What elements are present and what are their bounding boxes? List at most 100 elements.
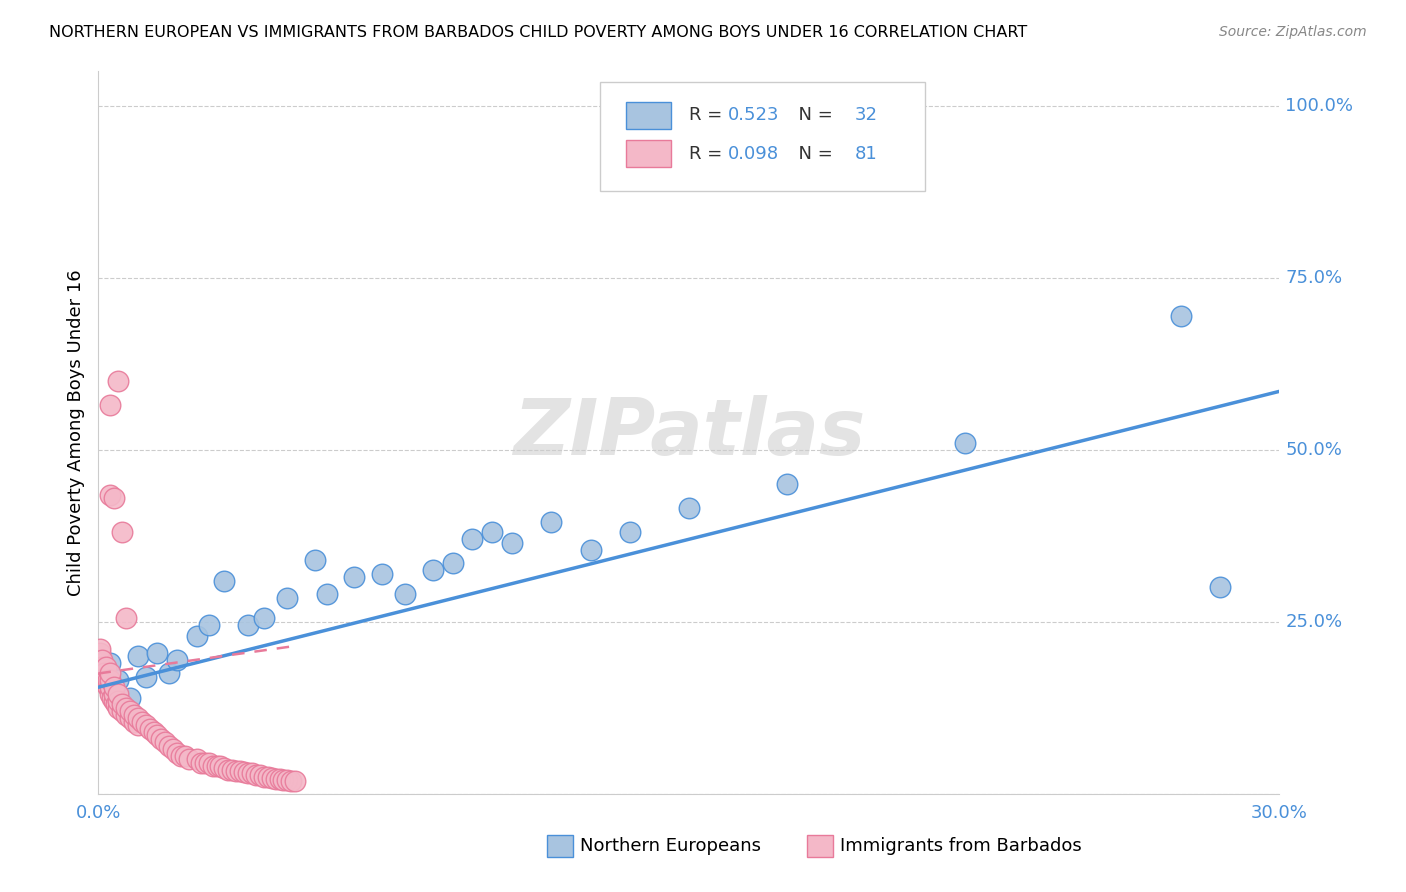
Point xyxy=(540,515,562,529)
Point xyxy=(150,731,173,746)
Bar xyxy=(626,102,671,129)
Point xyxy=(253,611,276,625)
Point xyxy=(155,735,177,749)
Point xyxy=(98,680,121,694)
Point xyxy=(501,535,523,549)
Point xyxy=(284,774,307,789)
Point xyxy=(776,477,799,491)
Point xyxy=(217,763,239,777)
Point xyxy=(422,563,444,577)
Text: 0.098: 0.098 xyxy=(728,145,779,162)
Point xyxy=(214,574,236,588)
Point xyxy=(190,756,212,770)
Point xyxy=(118,704,141,718)
Point xyxy=(236,618,259,632)
Text: NORTHERN EUROPEAN VS IMMIGRANTS FROM BARBADOS CHILD POVERTY AMONG BOYS UNDER 16 : NORTHERN EUROPEAN VS IMMIGRANTS FROM BAR… xyxy=(49,25,1028,40)
Point xyxy=(115,701,138,715)
Point xyxy=(276,773,298,788)
Bar xyxy=(547,835,574,856)
Point xyxy=(135,670,157,684)
Point xyxy=(157,666,180,681)
Text: Source: ZipAtlas.com: Source: ZipAtlas.com xyxy=(1219,25,1367,39)
Point xyxy=(371,566,394,581)
Text: ZIPatlas: ZIPatlas xyxy=(513,394,865,471)
Point xyxy=(157,739,180,753)
Point xyxy=(103,694,125,708)
Point xyxy=(579,542,602,557)
Point xyxy=(441,557,464,571)
Point xyxy=(162,742,184,756)
Text: 100.0%: 100.0% xyxy=(1285,96,1354,115)
Point xyxy=(91,653,114,667)
Point xyxy=(107,701,129,715)
Point xyxy=(197,756,219,770)
Point xyxy=(105,698,128,712)
Point xyxy=(103,680,125,694)
Point xyxy=(118,711,141,725)
Point xyxy=(166,746,188,760)
Point xyxy=(221,763,243,777)
Point xyxy=(953,436,976,450)
Point xyxy=(115,611,138,625)
Text: R =: R = xyxy=(689,106,728,124)
Point xyxy=(98,487,121,501)
Point xyxy=(461,533,484,547)
Point xyxy=(111,525,134,540)
Point xyxy=(96,670,118,684)
Point xyxy=(343,570,366,584)
Point xyxy=(205,759,228,773)
Point xyxy=(98,673,121,688)
Point xyxy=(111,704,134,718)
Point xyxy=(98,666,121,681)
Point xyxy=(253,770,276,784)
Point xyxy=(194,756,217,770)
Point xyxy=(678,501,700,516)
Point xyxy=(93,666,115,681)
Point xyxy=(96,659,118,673)
Point xyxy=(186,629,208,643)
Point xyxy=(107,374,129,388)
Point xyxy=(233,764,256,779)
Point xyxy=(96,677,118,691)
Point xyxy=(91,666,114,681)
Text: 32: 32 xyxy=(855,106,877,124)
Point xyxy=(122,714,145,729)
Point xyxy=(103,491,125,505)
Point xyxy=(249,767,271,781)
Point xyxy=(101,690,124,705)
Point xyxy=(98,687,121,701)
Point xyxy=(166,653,188,667)
Point xyxy=(127,718,149,732)
Point xyxy=(146,646,169,660)
Point xyxy=(197,618,219,632)
Point xyxy=(98,656,121,670)
Point xyxy=(122,707,145,722)
Text: Northern Europeans: Northern Europeans xyxy=(581,837,761,855)
Point xyxy=(276,591,298,605)
Point xyxy=(97,680,120,694)
Point xyxy=(264,772,287,786)
Point xyxy=(225,764,247,779)
Point xyxy=(304,553,326,567)
Point xyxy=(201,759,224,773)
Point xyxy=(127,649,149,664)
Point xyxy=(89,646,111,660)
Text: 81: 81 xyxy=(855,145,877,162)
Point xyxy=(111,698,134,712)
Text: N =: N = xyxy=(787,145,838,162)
Point xyxy=(1209,581,1232,595)
Point xyxy=(214,761,236,775)
Bar xyxy=(807,835,832,856)
Y-axis label: Child Poverty Among Boys Under 16: Child Poverty Among Boys Under 16 xyxy=(66,269,84,596)
Point xyxy=(240,766,263,780)
Point xyxy=(177,752,200,766)
Text: 0.523: 0.523 xyxy=(728,106,779,124)
Point xyxy=(115,707,138,722)
Text: R =: R = xyxy=(689,145,728,162)
Point xyxy=(107,687,129,701)
Point xyxy=(174,749,197,764)
Point xyxy=(127,711,149,725)
FancyBboxPatch shape xyxy=(600,82,925,191)
Point xyxy=(103,687,125,701)
Point xyxy=(280,774,302,789)
